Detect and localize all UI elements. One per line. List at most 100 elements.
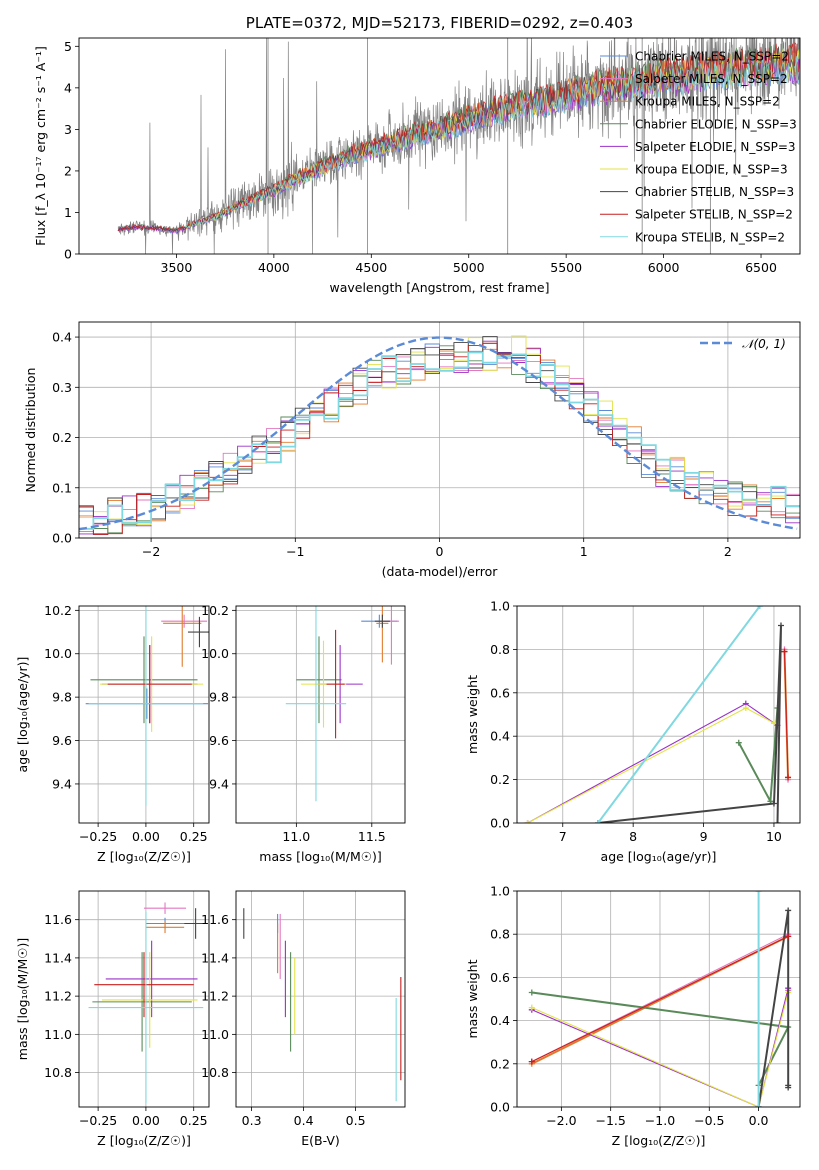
y-tick-label: 0.2 [490,1056,510,1071]
y-axis-label: mass weight [465,675,480,754]
y-tick-label: 9.6 [52,733,72,748]
y-tick-label: 0.4 [490,1013,510,1028]
x-tick-label: −1 [286,544,304,559]
x-tick-label: 0.5 [346,1113,366,1128]
weight-marker [742,704,749,711]
y-tick-label: 1.0 [490,599,510,614]
residual-histogram [79,342,800,536]
residual-histogram [79,351,800,530]
data-point [184,908,208,939]
error-bars [88,902,208,1104]
x-tick-label: 0.0 [749,1113,769,1128]
y-tick-label: 9.6 [209,733,229,748]
y-tick-label: 5 [64,39,72,54]
mass-vs-ebv-panel: 0.3 0.4 0.5 10.8 11.0 11.2 11.4 11.6 E(B-V) [201,890,406,1148]
legend-label: Salpeter STELIB, N_SSP=2 [635,208,793,222]
weight-lines [524,606,792,823]
x-tick-label: 5000 [453,260,485,275]
y-tick-label: 0.0 [490,816,510,831]
weight-marker [785,1084,792,1091]
x-tick-label: 11.0 [282,829,310,844]
legend: Chabrier MILES, N_SSP=2 Salpeter MILES, N… [600,50,797,244]
x-axis-label: Z [log₁₀(Z/Z☉)] [97,1133,191,1148]
weight-marker [755,891,762,894]
data-point [145,921,185,934]
data-point [88,912,204,1104]
x-tick-label: 7 [559,829,567,844]
x-tick-label: 3500 [161,260,193,275]
x-tick-label: 6000 [648,260,680,275]
y-tick-label: 0.0 [490,1100,510,1115]
x-tick-label: 0 [436,544,444,559]
x-tick-label: 0.3 [242,1113,262,1128]
y-tick-label: 3 [64,122,72,137]
error-bars [243,908,402,1102]
x-axis-label: Z [log₁₀(Z/Z☉)] [612,1133,706,1148]
axes-frame [78,890,210,1108]
x-tick-label: 10 [766,829,782,844]
y-axis-label: Normed distribution [23,368,38,493]
mass-vs-Z-panel: −0.25 0.00 0.25 10.8 11.0 11.2 11.4 11.6 Z [log₁… [15,890,210,1148]
legend-label: Salpeter ELODIE, N_SSP=3 [635,140,796,154]
y-tick-label: 0 [64,247,72,262]
x-tick-label: −1.0 [645,1113,675,1128]
weight-marker [528,989,535,996]
legend-label: Chabrier ELODIE, N_SSP=3 [635,117,797,131]
weight-line [527,707,775,823]
x-tick-label: 0.00 [132,1113,160,1128]
weight-marker [785,933,792,940]
data-point [163,606,202,667]
axes-frame [516,890,801,1108]
y-tick-label: 0.6 [490,685,510,700]
y-tick-label: 11.0 [201,1027,229,1042]
weight-marker [785,907,792,914]
weight-line [597,606,761,823]
x-tick-label: 11.5 [358,829,386,844]
y-tick-label: 9.4 [52,776,72,791]
x-tick-label: −0.25 [79,1113,117,1128]
y-axis-label: Flux [f_λ 10⁻¹⁷ erg cm⁻² s⁻¹ A⁻¹] [33,46,48,246]
axes-frame [78,321,801,539]
data-point [90,636,198,724]
x-axis-label: (data-model)/error [382,564,499,579]
data-point [94,952,194,1018]
weight-marker [770,800,777,807]
x-tick-label: 8 [629,829,637,844]
weight-line [527,702,778,823]
data-point [187,616,209,648]
x-tick-label: 0.00 [132,829,160,844]
y-tick-label: 11.4 [44,950,72,965]
axes-frame [235,605,406,824]
weight-marker [785,774,792,781]
weight-marker [594,820,601,823]
data-point [374,614,390,628]
x-tick-label: 4000 [258,260,290,275]
residuals-panel: −2 −1 0 1 2 0.0 0.1 0.2 0.3 0.4 (data-model)/error… [23,321,801,579]
x-axis-label: E(B-V) [301,1133,340,1148]
weight-line [531,988,789,1107]
y-tick-label: 0.3 [52,380,72,395]
y-tick-label: 10.2 [201,603,229,618]
x-tick-label: 0.25 [180,1113,208,1128]
y-axis-label: mass weight [465,959,480,1038]
axes-frame [235,890,406,1108]
y-axis-label: age [log₁₀(age/yr)] [15,657,30,773]
data-point [105,940,198,1018]
weight-marker [756,606,763,609]
y-tick-label: 9.8 [209,690,229,705]
weight-marker [770,720,777,727]
data-point [144,902,187,914]
y-tick-label: 11.2 [201,989,229,1004]
spectrum-lines [117,38,800,254]
x-tick-label: 0.25 [180,829,208,844]
data-point [101,952,198,1048]
x-tick-label: −2 [142,544,160,559]
y-tick-label: 2 [64,163,72,178]
y-tick-label: 1 [64,205,72,220]
y-tick-label: 0.8 [490,642,510,657]
x-tick-label: 1 [580,544,588,559]
y-tick-label: 4 [64,80,72,95]
weight-line [531,992,789,1107]
y-axis-label: mass [log₁₀(M/M☉)] [15,938,30,1060]
y-tick-label: 0.2 [52,430,72,445]
